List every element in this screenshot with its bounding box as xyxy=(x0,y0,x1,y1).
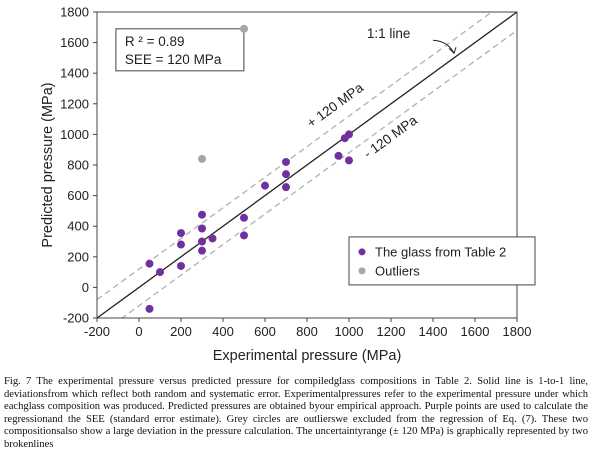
legend-glass-label: The glass from Table 2 xyxy=(375,244,506,259)
stats-box xyxy=(115,28,245,72)
one-to-one-arrowhead xyxy=(448,47,457,55)
y-tick-label: 400 xyxy=(67,219,89,234)
glass-data-point xyxy=(198,246,206,255)
outlier-data-point xyxy=(198,154,206,163)
y-tick-label: 600 xyxy=(67,188,89,203)
y-tick-label: 1000 xyxy=(60,127,89,142)
x-axis-title: Experimental pressure (MPa) xyxy=(213,348,402,364)
glass-data-point xyxy=(145,304,154,313)
glass-data-point xyxy=(240,231,248,240)
plus-band-label: + 120 MPa xyxy=(304,80,366,131)
y-tick-label: -200 xyxy=(63,311,89,326)
glass-data-point xyxy=(345,156,353,165)
y-axis-title: Predicted pressure (MPa) xyxy=(40,82,56,247)
glass-data-point xyxy=(261,181,269,190)
one-to-one-line xyxy=(97,12,517,318)
legend-outlier-label: Outliers xyxy=(375,263,420,278)
glass-data-point xyxy=(334,151,343,160)
glass-data-point xyxy=(282,170,290,179)
lower-uncertainty-line xyxy=(121,29,517,318)
y-tick-label: 200 xyxy=(67,249,89,264)
glass-data-point xyxy=(282,157,290,166)
y-tick-label: 1800 xyxy=(60,5,89,20)
caption-text: Fig. 7 The experimental pressure versus … xyxy=(4,376,588,450)
scatter-chart: -200 0 200 400 600 800 1000 1200 1400 1600 1800 -20… xyxy=(40,5,536,364)
x-tick-label: 1400 xyxy=(419,324,448,339)
y-tick-label: 0 xyxy=(82,280,89,295)
y-tick-label: 1400 xyxy=(60,66,89,81)
x-tick-label: 0 xyxy=(135,324,142,339)
y-tick-label: 1200 xyxy=(60,96,89,111)
glass-data-point xyxy=(345,130,353,139)
y-tick-label: 800 xyxy=(67,158,89,173)
r-squared-label: R ² = 0.89 xyxy=(125,34,185,49)
glass-data-point xyxy=(177,240,185,249)
glass-data-point xyxy=(198,237,206,246)
figure-caption: Fig. 7 The experimental pressure versus … xyxy=(4,376,588,452)
glass-data-point xyxy=(198,210,206,219)
x-tick-label: 800 xyxy=(296,324,318,339)
x-tick-label: -200 xyxy=(84,324,110,339)
legend-outlier-marker xyxy=(358,267,366,275)
glass-data-point xyxy=(208,234,217,243)
glass-data-point xyxy=(156,268,164,277)
glass-data-point xyxy=(240,213,248,222)
x-tick-label: 1000 xyxy=(335,324,364,339)
one-to-one-annotation: 1:1 line xyxy=(367,26,411,41)
x-tick-label: 1600 xyxy=(461,324,490,339)
glass-data-point xyxy=(177,261,185,270)
legend-box xyxy=(348,236,536,286)
glass-data-point xyxy=(198,224,206,233)
see-label: SEE = 120 MPa xyxy=(125,52,222,67)
legend-glass-marker xyxy=(358,248,366,256)
x-tick-label: 600 xyxy=(254,324,276,339)
glass-data-point xyxy=(282,183,290,192)
x-tick-label: 1800 xyxy=(503,324,532,339)
y-tick-label: 1600 xyxy=(60,35,89,50)
outlier-data-point xyxy=(240,24,248,33)
x-tick-label: 1200 xyxy=(377,324,406,339)
glass-data-point xyxy=(177,229,185,238)
glass-data-point xyxy=(145,259,154,268)
one-to-one-arrow xyxy=(432,39,455,54)
x-tick-label: 400 xyxy=(212,324,234,339)
x-tick-label: 200 xyxy=(170,324,192,339)
